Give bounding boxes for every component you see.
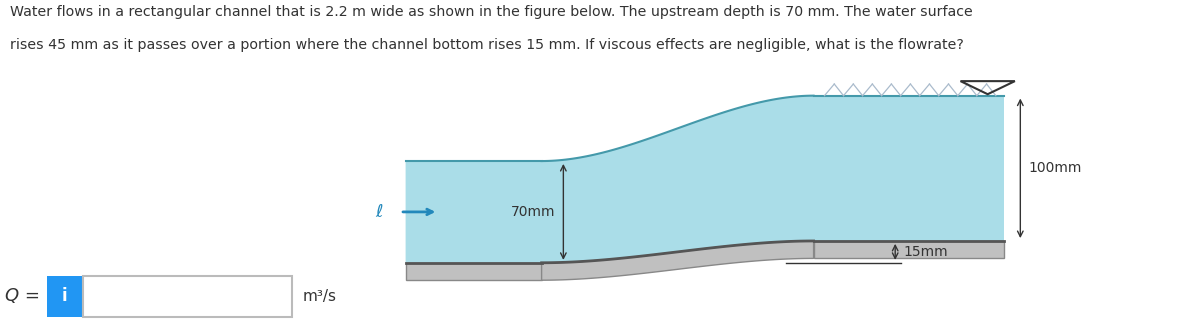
Polygon shape	[814, 241, 1004, 258]
Bar	[47, 276, 83, 317]
Text: ℓ: ℓ	[374, 203, 382, 221]
Text: rises 45 mm as it passes over a portion where the channel bottom rises 15 mm. If: rises 45 mm as it passes over a portion …	[10, 38, 964, 52]
Text: 100mm: 100mm	[1028, 161, 1082, 175]
Polygon shape	[541, 241, 814, 280]
Bar	[83, 276, 292, 317]
Polygon shape	[406, 96, 1004, 263]
Text: 15mm: 15mm	[904, 245, 948, 259]
Text: m³/s: m³/s	[302, 289, 336, 304]
Polygon shape	[406, 263, 541, 280]
Text: Q =: Q =	[5, 287, 40, 305]
Text: Water flows in a rectangular channel that is 2.2 m wide as shown in the figure b: Water flows in a rectangular channel tha…	[10, 5, 972, 19]
Text: 70mm: 70mm	[511, 205, 556, 219]
Text: i: i	[62, 287, 67, 305]
